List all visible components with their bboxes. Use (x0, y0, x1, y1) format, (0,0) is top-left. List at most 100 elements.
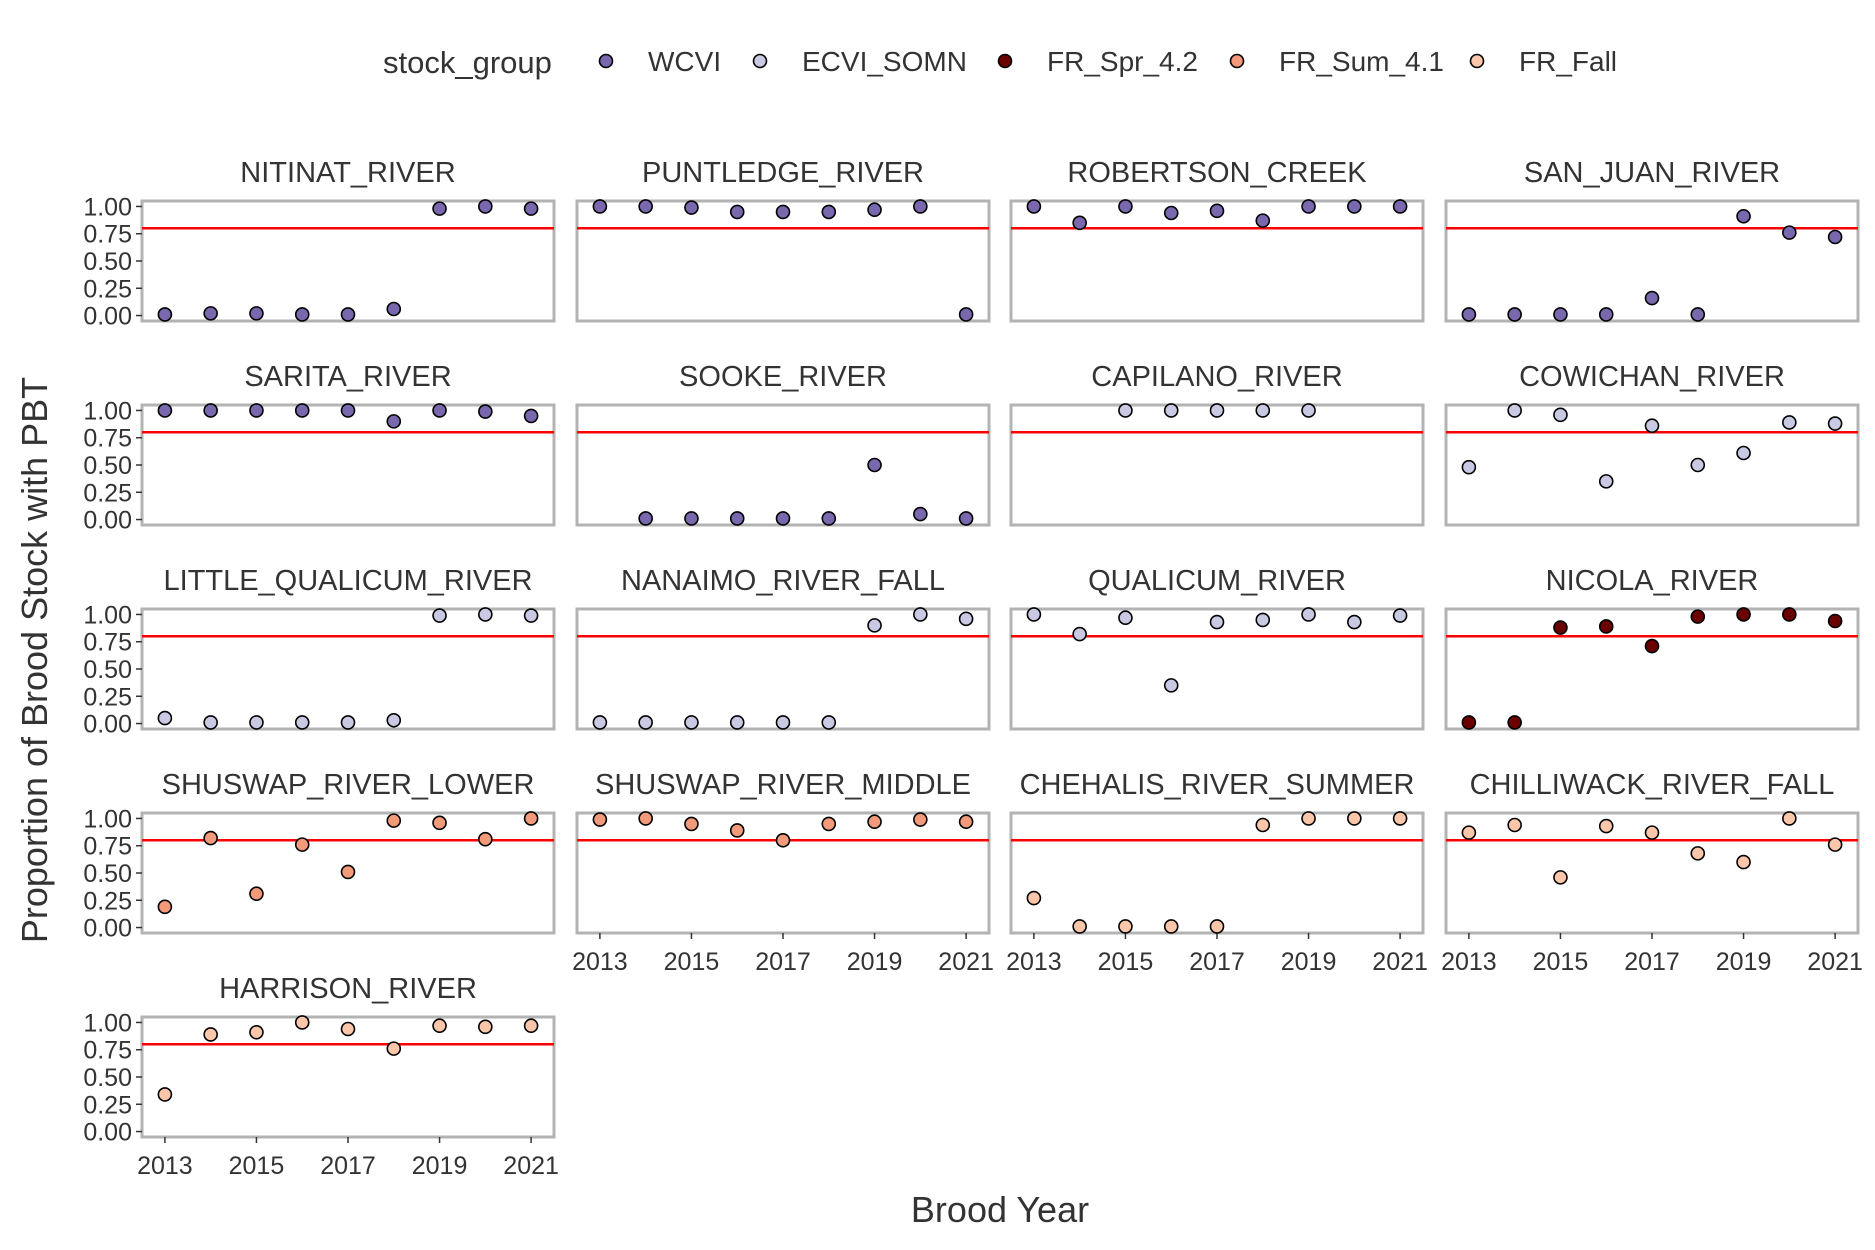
data-point (386, 813, 402, 828)
panel-title: SARITA_RIVER (244, 361, 451, 393)
data-point (432, 403, 447, 418)
data-point (203, 306, 218, 321)
y-tick-label: 0.00 (83, 711, 132, 739)
data-point (1072, 215, 1087, 231)
panel-nanaimo-river-fall: NANAIMO_RIVER_FALL (575, 565, 991, 731)
panel-title: PUNTLEDGE_RIVER (642, 157, 924, 189)
panel-border (575, 607, 991, 731)
panel-nitinat-river: NITINAT_RIVER 0.000.250.500.751.00 (83, 157, 556, 331)
data-point (775, 832, 791, 848)
data-point (432, 815, 447, 831)
data-point (1163, 919, 1179, 934)
x-tick-label: 2013 (572, 948, 628, 976)
legend-key-fr-fall (1469, 53, 1485, 69)
data-point (1553, 407, 1568, 423)
legend-label: FR_Sum_4.1 (1279, 46, 1444, 77)
y-tick-label: 1.00 (83, 601, 132, 629)
data-point (867, 814, 882, 830)
y-tick-label: 0.75 (83, 833, 132, 861)
data-point (1598, 818, 1614, 834)
data-point (249, 715, 264, 730)
panel-cowichan-river: COWICHAN_RIVER (1444, 361, 1860, 527)
data-point (821, 204, 837, 220)
y-tick-label: 1.00 (83, 1009, 132, 1037)
data-point (1507, 817, 1522, 833)
y-tick-label: 0.50 (83, 248, 132, 276)
data-point (1026, 607, 1042, 622)
data-point (1461, 715, 1477, 730)
data-point (1736, 607, 1751, 622)
legend-key-fr-sum-4-1 (1229, 53, 1245, 69)
data-point (592, 199, 608, 214)
data-point (203, 403, 218, 418)
x-tick-label: 2015 (229, 1152, 285, 1180)
data-point (1118, 199, 1133, 214)
data-point (913, 812, 928, 827)
data-point (775, 715, 791, 730)
panel-border (1009, 199, 1425, 323)
data-point (638, 511, 653, 526)
y-tick-label: 1.00 (83, 397, 132, 425)
x-tick-label: 2021 (1372, 948, 1428, 976)
data-point (1026, 199, 1042, 214)
data-point (958, 307, 974, 322)
data-point (1347, 199, 1362, 214)
x-tick-label: 2013 (137, 1152, 193, 1180)
data-point (1690, 307, 1706, 322)
panel-sooke-river: SOOKE_RIVER (575, 361, 991, 527)
data-point (729, 511, 745, 526)
data-point (523, 1018, 539, 1034)
data-point (203, 1027, 218, 1042)
data-point (1507, 307, 1522, 322)
data-point (432, 1018, 447, 1034)
data-point (1163, 205, 1179, 221)
legend-label: WCVI (648, 46, 721, 77)
panel-border (140, 607, 556, 731)
panel-title: LITTLE_QUALICUM_RIVER (163, 565, 532, 597)
data-point (294, 1015, 310, 1030)
data-point (1347, 614, 1362, 630)
data-point (1301, 199, 1316, 214)
data-point (1553, 870, 1568, 885)
x-tick-label: 2017 (1189, 948, 1245, 976)
data-point (867, 457, 882, 473)
data-point (1072, 919, 1087, 934)
data-point (958, 511, 974, 526)
data-point (1827, 229, 1843, 245)
x-tick-label: 2013 (1441, 948, 1497, 976)
x-tick-label: 2019 (412, 1152, 468, 1180)
data-point (478, 404, 493, 419)
legend-key-ecvi-somn (752, 53, 768, 69)
data-point (638, 715, 653, 730)
data-point (1255, 403, 1271, 418)
data-point (1301, 403, 1316, 418)
data-point (1026, 890, 1042, 906)
data-point (1782, 225, 1797, 240)
data-point (638, 199, 653, 214)
x-tick-label: 2015 (1533, 948, 1589, 976)
data-point (1255, 817, 1271, 833)
data-point (775, 204, 791, 220)
x-tick-label: 2021 (1807, 948, 1863, 976)
data-point (1255, 213, 1271, 228)
x-tick-label: 2021 (938, 948, 994, 976)
data-point (294, 715, 310, 730)
panel-border (575, 403, 991, 527)
data-point (1690, 609, 1706, 624)
y-tick-label: 1.00 (83, 193, 132, 221)
data-point (775, 511, 791, 526)
data-point (1690, 846, 1706, 861)
data-point (157, 710, 173, 726)
data-point (684, 715, 699, 730)
data-point (1507, 715, 1522, 730)
data-point (1461, 459, 1477, 475)
data-point (249, 1024, 264, 1040)
data-point (1782, 811, 1797, 826)
data-point (1347, 811, 1362, 826)
data-point (340, 864, 356, 880)
data-point (523, 201, 539, 216)
data-point (157, 307, 173, 322)
panel-puntledge-river: PUNTLEDGE_RIVER (575, 157, 991, 323)
data-point (1782, 607, 1797, 622)
data-point (523, 408, 539, 424)
